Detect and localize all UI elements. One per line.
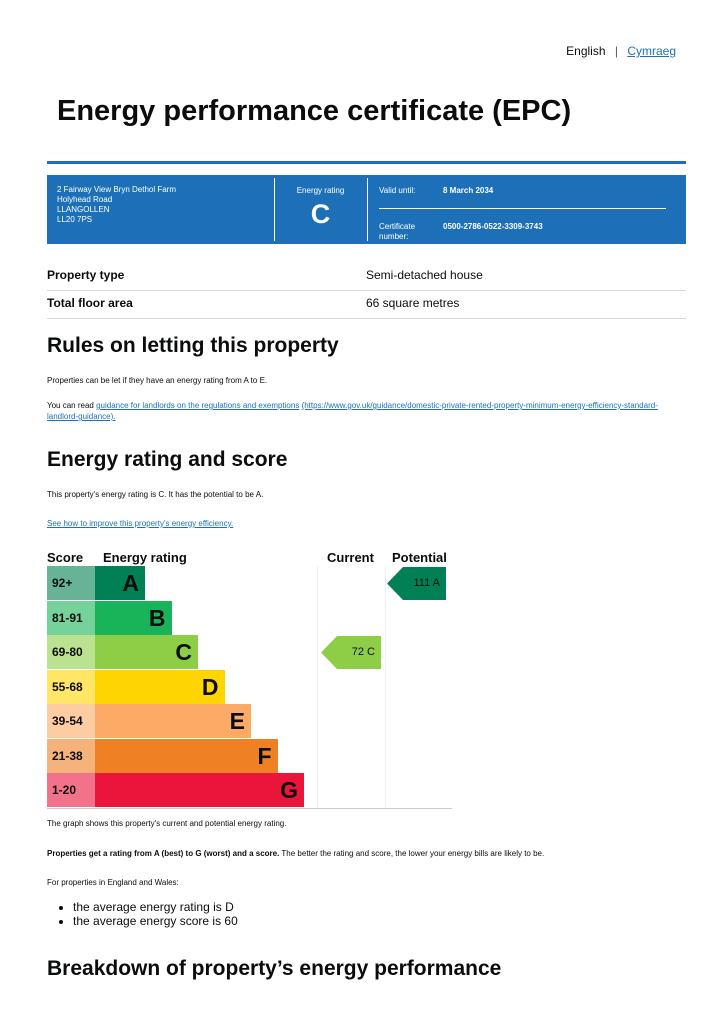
score-cell: 81-91 <box>47 600 95 635</box>
property-row: Property type Semi-detached house <box>47 262 686 291</box>
band-letter: G <box>280 777 298 803</box>
band-letter: F <box>257 742 272 769</box>
band-letter: D <box>201 673 219 700</box>
rating-letter: C <box>310 199 331 229</box>
certificate-label: Certificate number: <box>379 222 416 241</box>
valid-date: 8 March 2034 <box>443 186 494 195</box>
rating-band: A <box>95 566 145 600</box>
potential-arrow <box>387 567 446 600</box>
valid-label: Valid until: <box>379 186 416 195</box>
score-cell: 55-68 <box>47 669 95 704</box>
paragraph: Properties can be let if they have an en… <box>47 376 268 385</box>
rating-band: D <box>95 669 225 704</box>
chart-header: Current <box>327 550 374 565</box>
separator: | <box>614 44 618 58</box>
bullet-list: the average energy rating is D the avera… <box>47 900 238 928</box>
rating-band: B <box>95 600 172 635</box>
rating-band: E <box>95 704 251 738</box>
text: You can read <box>47 401 97 410</box>
text: The better the rating and score, the low… <box>279 849 545 858</box>
language-switch: English | Cymraeg <box>566 44 676 58</box>
rating-band: F <box>95 738 278 773</box>
band-letter: C <box>175 639 192 665</box>
score-cell: 1-20 <box>47 773 95 807</box>
section-heading: Energy rating and score <box>47 448 288 471</box>
rating-band: C <box>95 635 198 669</box>
column-rule <box>385 566 386 808</box>
score-cell: 39-54 <box>47 704 95 738</box>
section-heading: Rules on letting this property <box>47 334 339 357</box>
bullet: the average energy score is 60 <box>73 914 238 928</box>
address-line: LL20 7PS <box>57 215 93 224</box>
language-link[interactable]: Cymraeg <box>627 44 676 58</box>
current-label: 72 C <box>351 646 375 658</box>
band-letter: A <box>122 570 139 596</box>
divider <box>274 178 275 241</box>
divider <box>367 178 368 241</box>
address-line: 2 Fairway View Bryn Dethol Farm <box>57 185 176 194</box>
divider <box>379 208 666 209</box>
address: 2 Fairway View Bryn Dethol Farm Holyhead… <box>57 185 176 225</box>
section-heading: Breakdown of property’s energy performan… <box>47 957 502 980</box>
chart-header: Score <box>47 550 84 565</box>
guidance-link[interactable]: guidance for landlords on the regulation… <box>96 401 300 410</box>
title-rule <box>47 161 686 164</box>
paragraph: This property's energy rating is C. It h… <box>47 490 264 499</box>
property-value: Semi-detached house <box>366 268 483 282</box>
chart-header: Potential <box>392 550 447 565</box>
property-key: Property type <box>47 268 125 282</box>
paragraph: For properties in England and Wales: <box>47 878 179 887</box>
score-cell: 21-38 <box>47 738 95 773</box>
column-rule <box>317 566 318 808</box>
chart-header: Energy rating <box>103 550 187 565</box>
bullet: the average energy rating is D <box>73 900 238 914</box>
potential-label: 111 A <box>413 577 440 589</box>
address-line: Holyhead Road <box>57 195 113 204</box>
paragraph: You can read guidance for landlords on t… <box>47 400 677 422</box>
chart-bottom-rule <box>47 807 452 809</box>
score-cell: 69-80 <box>47 635 95 669</box>
arrow-shape <box>321 636 381 669</box>
guidance-url: (https://www.gov.uk/guidance/domestic-pr… <box>47 401 658 421</box>
property-row: Total floor area 66 square metres <box>47 290 686 319</box>
rating-band: G <box>95 773 304 807</box>
arrow-shape <box>387 567 446 600</box>
property-value: 66 square metres <box>366 296 460 310</box>
rating-label: Energy rating <box>296 186 345 195</box>
address-line: LLANGOLLEN <box>57 205 110 214</box>
page-title: Energy performance certificate (EPC) <box>57 95 572 127</box>
paragraph: Properties get a rating from A (best) to… <box>47 849 544 858</box>
bold-text: Properties get a rating from A (best) to… <box>47 849 280 858</box>
improve-link[interactable]: See how to improve this property's energ… <box>47 519 234 528</box>
score-cell: 92+ <box>47 566 95 600</box>
summary-box: 2 Fairway View Bryn Dethol Farm Holyhead… <box>47 175 686 244</box>
language-current: English <box>566 44 606 58</box>
band-letter: E <box>229 708 245 734</box>
paragraph: The graph shows this property's current … <box>47 819 287 828</box>
property-key: Total floor area <box>47 296 133 310</box>
certificate-number: 0500-2786-0522-3309-3743 <box>443 222 543 231</box>
band-letter: B <box>148 604 166 631</box>
current-arrow <box>321 636 381 669</box>
